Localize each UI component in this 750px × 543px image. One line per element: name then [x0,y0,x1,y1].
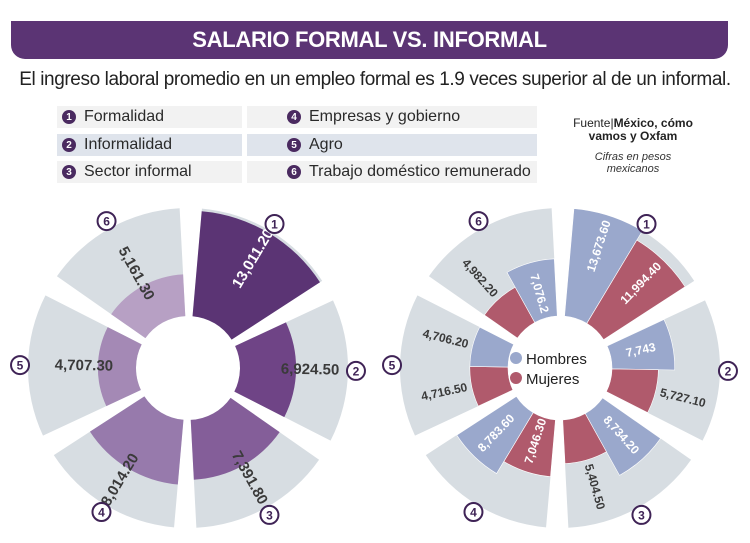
gender-legend: Hombres Mujeres [510,351,587,388]
segment-bar-2 [234,322,297,418]
value-label: 6,924.50 [281,361,340,379]
segment-number: 5 [389,359,396,373]
segment-bar-1 [192,211,320,340]
men-bar [584,397,661,476]
number-marker-icon: 4 [287,110,301,124]
number-marker-icon [463,502,484,523]
segment-bar-5 [97,327,142,407]
legend-label: Sector informal [84,163,192,180]
number-marker-icon: 5 [287,138,301,152]
number-marker-icon: 6 [287,165,301,179]
number-marker-icon [382,355,403,376]
number-marker-icon [96,211,117,232]
segment-number: 4 [470,506,477,520]
number-marker-icon [717,360,738,381]
source-credit: Fuente|México, cómo vamos y Oxfam [568,117,698,143]
number-marker-icon [10,355,31,376]
number-marker-icon [259,504,280,525]
page-title: SALARIO FORMAL VS. INFORMAL [192,27,547,52]
number-marker-icon [91,502,112,523]
legend-item-5: 5 Agro [247,134,537,156]
subtitle: El ingreso laboral promedio en un empleo… [19,69,731,90]
value-label: 4,707.30 [55,357,114,375]
radial-chart-by-gender: 13,673.6011,994.4017,7435,727.1028,734.2… [382,208,738,528]
number-marker-icon: 2 [62,138,76,152]
number-marker-icon: 3 [62,165,76,179]
legend-item-3: 3 Sector informal [57,161,242,183]
segment-number: 5 [17,359,24,373]
units-note: Cifras en pesos mexicanos [594,151,672,175]
men-swatch-icon [510,352,522,364]
legend-item-2: 2 Informalidad [57,134,242,156]
men-legend-label: Hombres [526,351,587,368]
legend-label: Agro [309,136,343,153]
legend-item-6: 6 Trabajo doméstico remunerado [247,161,537,183]
men-bar [456,395,534,474]
segment-bar-6 [111,274,186,339]
women-bar [586,239,686,341]
legend-item-1: 1 Formalidad [57,106,242,128]
segment-bar-3 [190,397,280,480]
women-bar [562,413,607,464]
segment-number: 3 [638,508,645,522]
women-bar [469,366,514,407]
number-marker-icon [345,360,366,381]
title-banner: SALARIO FORMAL VS. INFORMAL [11,21,728,59]
segment-number: 2 [353,364,360,378]
number-marker-icon [264,213,285,234]
women-legend-label: Mujeres [526,371,579,388]
source-prefix: Fuente| [573,116,614,130]
segment-bar-4 [89,396,184,485]
segment-number: 6 [103,215,110,229]
segment-number: 1 [643,217,650,231]
number-marker-icon [468,211,489,232]
legend-item-4: 4 Empresas y gobierno [247,106,537,128]
number-marker-icon: 1 [62,110,76,124]
segment-number: 3 [266,508,273,522]
number-marker-icon [631,504,652,525]
legend-label: Informalidad [84,136,173,153]
segment-number: 6 [475,215,482,229]
segment-number: 4 [98,506,105,520]
legend-label: Trabajo doméstico remunerado [309,163,531,180]
men-bar [506,258,558,323]
segment-number: 2 [725,364,732,378]
segment-number: 1 [271,217,278,231]
men-bar [606,319,676,371]
women-swatch-icon [510,372,522,384]
legend-label: Formalidad [84,108,165,125]
women-bar [605,368,659,414]
source-name: México, cómo vamos y Oxfam [588,116,693,143]
legend-label: Empresas y gobierno [309,108,461,125]
number-marker-icon [636,213,657,234]
men-bar [469,326,515,368]
value-label: 7,743 [625,340,658,360]
